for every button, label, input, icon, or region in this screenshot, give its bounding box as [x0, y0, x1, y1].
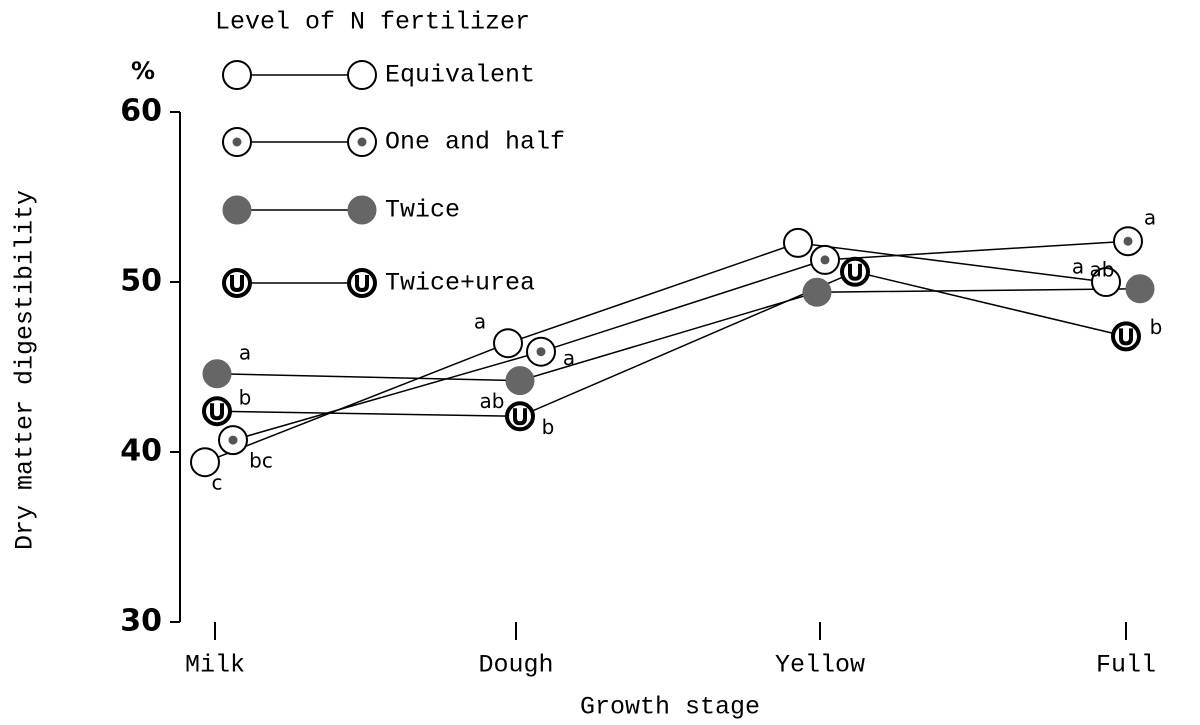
marker	[222, 195, 252, 225]
x-tick-label: Milk	[185, 651, 245, 680]
marker-dot	[357, 137, 367, 147]
marker-dot	[820, 255, 830, 265]
marker	[1111, 321, 1141, 352]
x-axis-title: Growth stage	[580, 693, 760, 722]
marker	[1091, 267, 1121, 297]
x-tick-label: Dough	[478, 651, 553, 680]
significance-letter: a	[1072, 255, 1084, 279]
y-tick-label: 30	[120, 604, 162, 639]
marker	[347, 60, 377, 90]
marker	[802, 277, 832, 307]
marker-dot	[232, 137, 242, 147]
legend-label: One and half	[385, 128, 565, 157]
marker-u	[210, 403, 224, 421]
marker-u	[848, 263, 862, 281]
marker	[347, 268, 377, 298]
significance-letter: a	[1144, 206, 1156, 230]
significance-letter: a	[239, 340, 251, 364]
y-tick-label: 40	[120, 434, 162, 469]
line	[232, 240, 1129, 441]
marker-u	[1119, 328, 1133, 346]
marker-dot	[536, 347, 546, 357]
line	[216, 271, 1127, 418]
significance-letter: a	[563, 346, 575, 370]
y-tick-label: 50	[120, 264, 162, 299]
marker	[505, 401, 535, 432]
significance-letter: b	[542, 415, 555, 439]
y-axis-title: Dry matter digestibility	[11, 190, 40, 550]
legend-label: Twice	[385, 196, 460, 225]
marker	[505, 366, 535, 396]
significance-letter: a	[474, 310, 486, 334]
x-tick-label: Full	[1096, 651, 1156, 680]
significance-letter: c	[212, 471, 223, 495]
line	[204, 242, 1107, 463]
marker	[1125, 274, 1155, 304]
marker	[222, 268, 252, 298]
marker-dot	[228, 435, 238, 445]
legend-label: Equivalent	[385, 61, 535, 90]
significance-letter: bc	[249, 449, 273, 473]
significance-letter: b	[1150, 315, 1163, 339]
significance-letter: ab	[1090, 257, 1115, 281]
marker-u	[230, 275, 244, 293]
line	[216, 288, 1141, 382]
marker-u	[513, 408, 527, 426]
significance-letter: b	[239, 386, 252, 410]
legend-title: Level of N fertilizer	[215, 8, 530, 37]
marker	[202, 359, 232, 389]
marker	[222, 60, 252, 90]
x-tick-label: Yellow	[775, 651, 865, 680]
marker	[493, 328, 523, 359]
unit-label: %	[131, 57, 155, 85]
marker	[783, 227, 813, 258]
significance-letter: ab	[480, 389, 505, 413]
y-tick-label: 60	[120, 94, 162, 129]
marker	[202, 396, 232, 427]
marker-u	[355, 275, 369, 293]
marker	[190, 447, 220, 478]
marker	[840, 256, 870, 287]
legend-label: Twice+urea	[385, 269, 535, 298]
marker	[347, 195, 377, 225]
marker-dot	[1123, 236, 1133, 246]
